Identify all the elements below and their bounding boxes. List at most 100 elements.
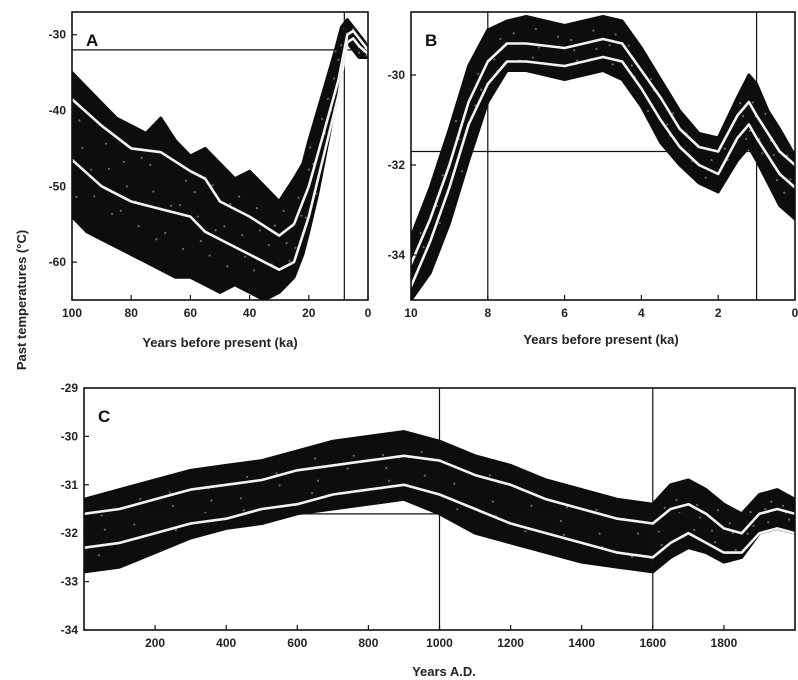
panel-a-x-tick-label: 100 [62,306,82,320]
panel-c-band-speckle [675,498,678,502]
panel-a-x-tick-label: 80 [125,306,139,320]
panel-a-band-speckle [75,195,78,198]
panel-a-band-speckle [93,195,96,198]
panel-a-band-speckle [258,229,262,232]
panel-b-band-speckle [646,110,650,113]
panel-b-band-speckle [460,170,464,173]
panel-b-band-speckle [614,33,617,36]
panel-a-curve-1 [72,29,368,237]
panel-b-y-tick-label: -32 [388,158,406,172]
panel-c-y-tick-label: -33 [61,575,79,589]
panel-a-band-speckle [181,247,185,251]
panel-a-band-speckle [137,225,140,228]
panel-c-band-speckle [710,529,714,532]
panel-c-band-speckle [636,532,640,535]
panel-b-band-speckle [493,58,496,61]
panel-c-band-speckle [385,466,388,469]
panel-c-band-speckle [663,506,666,509]
panel-b-band-speckle [739,102,742,105]
panel-a-band-speckle [365,54,368,57]
panel-b-band-speckle [556,35,560,38]
panel-a-y-tick-label: -60 [49,255,67,269]
panel-c-band-speckle [693,528,696,531]
panel-a-band-speckle [244,255,247,258]
panel-c-band-speckle [699,516,702,519]
panel-c-band-speckle [210,499,213,502]
panel-a-band-speckle [178,204,182,207]
panel-a-band-speckle [226,265,229,268]
panel-c-band-speckle [171,504,174,508]
panel-b-band-speckle [751,101,754,104]
panel-c-band-speckle [100,514,103,517]
panel-b-band-speckle [454,120,458,123]
panel-a-x-axis-label: Years before present (ka) [142,335,297,350]
panel-a-letter: A [86,31,98,50]
panel-c-band-speckle [133,523,136,526]
panel-b-band-speckle [745,137,748,140]
panel-a: 100 80 60 40 20 0 -30 -40 -50 -60 A [49,11,372,320]
panel-a-band-speckle [326,97,330,101]
panel-a-x-tick-label: 0 [365,306,372,320]
panel-c-band-speckle [174,528,177,531]
panel-b-band-speckle [512,32,515,35]
panel-c-band-speckle [734,549,737,552]
panel-b-band-speckle [627,44,630,47]
panel-a-band-speckle [90,168,93,171]
panel-a-band-speckle [273,224,276,227]
panel-b-curve-2 [411,55,795,288]
panel-c-band-speckle [316,479,320,482]
panel-c-band-speckle [310,492,314,495]
panel-c-band-speckle [139,497,142,501]
panel-b-band-speckle [419,231,422,235]
panel-a-band-speckle [104,142,108,145]
panel-a-band-speckle [164,232,167,235]
panel-c-band-speckle [660,543,663,547]
panel-a-band-speckle [78,119,81,122]
panel-b-band-speckle [573,49,576,52]
panel-c-band-speckle [657,530,660,533]
panel-a-band-speckle [184,179,188,182]
panel-c-band-speckle [530,504,533,507]
panel-c-band-speckle [275,472,278,475]
panel-b-y-tick-label: -30 [388,68,406,82]
panel-b-band-speckle [595,47,598,51]
panel-a-band-speckle [107,167,111,170]
panel-c-band-speckle [713,541,717,544]
panel-a-band-speckle [307,168,310,171]
panel-c-curve-2 [84,483,795,559]
panel-c-band-speckle [423,474,426,477]
panel-b-x-tick-label: 10 [404,306,418,320]
panel-a-band-speckle [352,27,355,31]
panel-c-band-speckle [598,532,601,535]
panel-a-x-tick-label: 60 [184,306,198,320]
panel-a-plot-area [72,12,368,300]
panel-b-x-axis-label: Years before present (ka) [523,332,678,347]
panel-a-band-speckle [294,246,297,249]
panel-a-band-speckle [196,215,199,218]
panel-a-frame [71,11,369,301]
panel-c-band-speckle [731,531,734,534]
panel-b-band-speckle [480,88,483,91]
panel-b-band-speckle [576,59,579,62]
panel-b-band-speckle [630,64,633,67]
panel-c-x-tick-label: 400 [216,636,236,650]
panel-a-band-speckle [255,207,259,210]
panel-c-x-tick-label: 1600 [639,636,666,650]
panel-b-x-tick-label: 4 [638,306,645,320]
panel-c-band-speckle [488,474,491,477]
panel-b-band-speckle [704,176,707,179]
panel-c-band-speckle [420,450,423,453]
panel-c-band-speckle [716,509,720,512]
panel-b-x-tick-label: 0 [792,306,798,320]
panel-c-y-tick-label: -34 [61,623,79,637]
panel-b-band-speckle [672,112,675,115]
panel-b-curve-1 [411,37,795,266]
panel-b-letter: B [425,31,437,50]
panel-a-band-speckle [288,260,291,263]
panel-b-band-speckle [666,123,669,126]
panel-b-frame [410,11,796,301]
panel-c: 200 400 600 800 1000 1200 1400 1600 1800 -29 -30 -3… [61,381,796,650]
panel-b-band-speckle [761,152,764,155]
panel-b-band-speckle [783,191,786,194]
panel-b-band-speckle [611,63,614,66]
